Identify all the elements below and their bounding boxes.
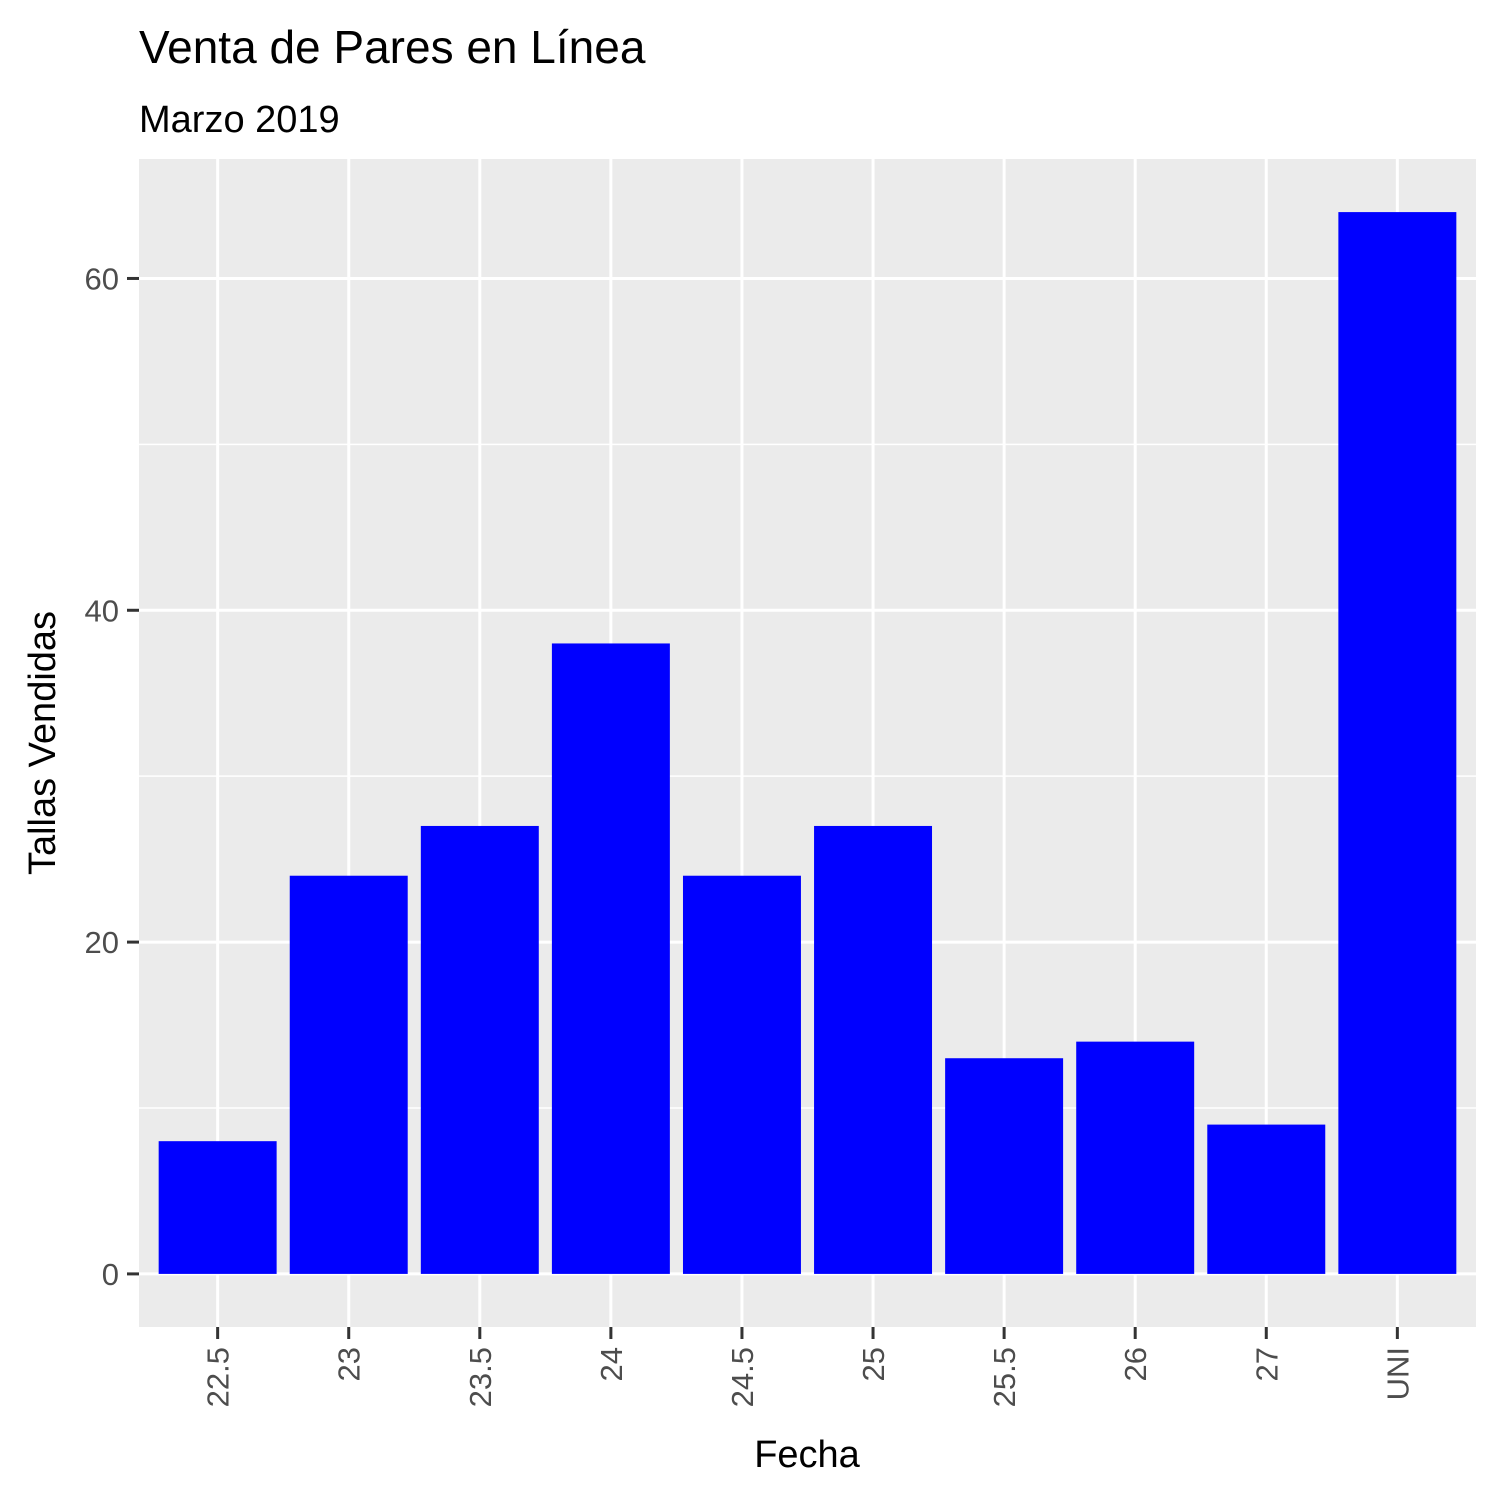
x-axis-title: Fecha: [754, 1434, 860, 1476]
bar-23.5: [420, 825, 539, 1274]
bar-26: [1076, 1041, 1195, 1274]
x-tick-label: 24.5: [725, 1347, 760, 1407]
x-tick-label: 27: [1249, 1347, 1284, 1381]
bar-UNI: [1338, 212, 1457, 1274]
chart-subtitle: Marzo 2019: [139, 99, 340, 141]
y-tick-label: 60: [85, 261, 119, 296]
y-tick-label: 40: [85, 593, 119, 628]
y-tick-label: 20: [85, 925, 119, 960]
y-tick-label: 0: [102, 1257, 119, 1292]
x-tick-label: UNI: [1380, 1347, 1415, 1400]
bar-25.5: [945, 1058, 1064, 1274]
x-tick-label: 24: [594, 1347, 629, 1381]
chart-title: Venta de Pares en Línea: [139, 21, 646, 73]
bar-22.5: [158, 1141, 277, 1274]
x-axis: 22.5 23 23.5 24 24.5 25 25.5 26 27 UNI: [201, 1327, 1415, 1407]
bars: [158, 212, 1457, 1274]
bar-23: [289, 875, 408, 1274]
y-axis-title: Tallas Vendidas: [22, 611, 64, 875]
x-tick-label: 22.5: [201, 1347, 236, 1407]
bar-24: [551, 643, 670, 1274]
x-tick-label: 23: [332, 1347, 367, 1381]
x-tick-label: 25: [856, 1347, 891, 1381]
y-axis: 0 20 40 60: [85, 261, 139, 1292]
x-tick-label: 25.5: [987, 1347, 1022, 1407]
bar-24.5: [682, 875, 801, 1274]
bar-27: [1207, 1124, 1326, 1274]
x-tick-label: 26: [1118, 1347, 1153, 1381]
x-tick-label: 23.5: [463, 1347, 498, 1407]
bar-25: [814, 825, 933, 1274]
